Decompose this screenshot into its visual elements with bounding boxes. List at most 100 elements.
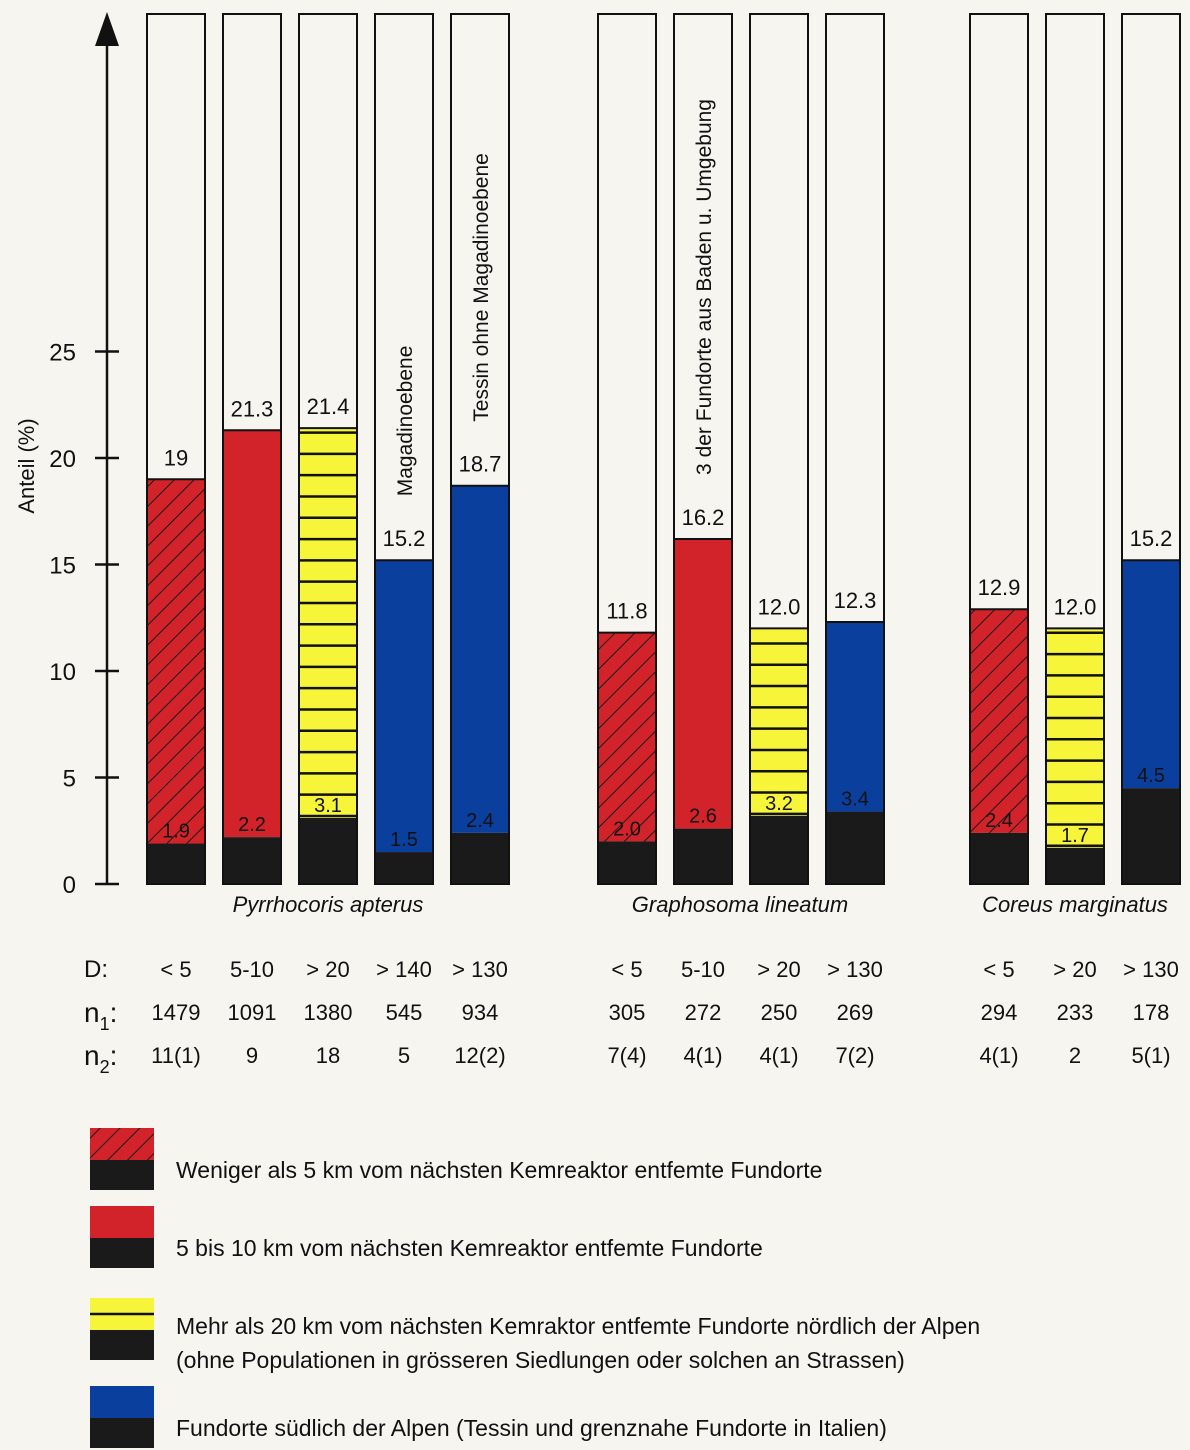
- n1-value: 294: [981, 1000, 1018, 1025]
- bar-dark-value-label: 3.1: [314, 795, 342, 817]
- bar-outline: [298, 13, 358, 885]
- y-tick-label: 5: [63, 766, 76, 793]
- bar-value-label: 21.4: [307, 394, 350, 419]
- category-label: > 130: [1123, 957, 1179, 982]
- n1-value: 250: [761, 1000, 798, 1025]
- bar-hatch: [970, 609, 1028, 833]
- bar-dark-base: [826, 811, 884, 884]
- legend-item-hatched-red: Weniger als 5 km vom nächsten Kemreaktor…: [90, 1128, 822, 1190]
- legend-item-blue: Fundorte südlich der Alpen (Tessin und g…: [90, 1386, 887, 1448]
- y-tick-label: 15: [49, 553, 76, 580]
- bar-fill: [223, 430, 281, 838]
- legend-swatch-base: [90, 1160, 154, 1190]
- legend-swatch-base: [90, 1238, 154, 1268]
- bar-pyrrhocoris-4: 18.7 2.4 Tessin ohne Magadinoebene: [450, 13, 510, 885]
- n2-value: 7(4): [607, 1043, 646, 1068]
- bar-fill: [1122, 560, 1180, 789]
- n2-value: 2: [1069, 1043, 1081, 1068]
- bar-value-label: 19: [164, 445, 188, 470]
- bar-annotation: Magadinoebene: [394, 346, 417, 497]
- category-label: < 5: [160, 957, 191, 982]
- bar-dark-value-label: 2.2: [238, 814, 266, 836]
- bar-outline: [673, 13, 733, 885]
- bar-dark-value-label: 1.5: [390, 829, 418, 851]
- bar-outline: [825, 13, 885, 885]
- bar-dark-base: [970, 832, 1028, 884]
- bar-value-label: 15.2: [383, 526, 426, 551]
- bar-outline: [146, 13, 206, 885]
- bar-value-label: 12.3: [834, 588, 877, 613]
- n2-value: 12(2): [454, 1043, 505, 1068]
- legend-item-yellow: Mehr als 20 km vom nächsten Kemraktor en…: [90, 1298, 980, 1373]
- bar-dark-base: [375, 852, 433, 884]
- legend-text: Fundorte südlich der Alpen (Tessin und g…: [176, 1415, 887, 1441]
- legend-swatch: [90, 1206, 154, 1238]
- bar-dark-value-label: 2.4: [985, 810, 1013, 832]
- n2-value: 18: [316, 1043, 340, 1068]
- category-label: > 130: [827, 957, 883, 982]
- legend-swatch-base: [90, 1418, 154, 1448]
- bar-graphosoma-3: 12.3 3.4: [825, 13, 885, 885]
- bar-fill: [674, 538, 732, 829]
- n1-value: 1091: [228, 1000, 277, 1025]
- y-tick-label: 0: [63, 872, 76, 899]
- n1-value: 269: [837, 1000, 874, 1025]
- bar-value-label: 18.7: [459, 452, 502, 477]
- y-tick-label: 25: [49, 340, 76, 367]
- bar-coreus-0: 12.9 2.4: [969, 13, 1029, 885]
- bar-outline: [1045, 13, 1105, 885]
- n2-value: 5(1): [1131, 1043, 1170, 1068]
- y-tick-label: 10: [49, 659, 76, 686]
- species-label: Graphosoma lineatum: [632, 892, 848, 917]
- category-label: 5-10: [681, 957, 725, 982]
- bar-dark-base: [299, 817, 357, 884]
- bar-hatch: [147, 479, 205, 844]
- legend-item-red: 5 bis 10 km vom nächsten Kemreaktor entf…: [90, 1206, 763, 1268]
- n1-value: 233: [1057, 1000, 1094, 1025]
- bar-dark-base: [750, 815, 808, 884]
- bar-value-label: 12.9: [978, 575, 1021, 600]
- bar-dark-base: [1122, 788, 1180, 884]
- bar-dark-value-label: 4.5: [1137, 765, 1165, 787]
- n2-value: 4(1): [979, 1043, 1018, 1068]
- bar-dark-base: [223, 837, 281, 884]
- bar-outline: [450, 13, 510, 885]
- bar-outline: [749, 13, 809, 885]
- bar-annotation: Tessin ohne Magadinoebene: [470, 153, 493, 422]
- bar-fill: [451, 485, 509, 833]
- y-tick-label: 20: [49, 446, 76, 473]
- bar-graphosoma-2: 12.0 3.2: [749, 13, 809, 885]
- bar-dark-value-label: 2.4: [466, 810, 494, 832]
- bar-pyrrhocoris-3: 15.2 1.5 Magadinoebene: [374, 13, 434, 885]
- bar-dark-value-label: 3.2: [765, 793, 793, 815]
- bar-pyrrhocoris-1: 21.3 2.2: [222, 13, 282, 885]
- bar-pyrrhocoris-0: 191.9: [146, 13, 206, 885]
- legend-text: (ohne Populationen in grösseren Siedlung…: [176, 1347, 905, 1373]
- bar-graphosoma-0: 11.8 2.0: [597, 13, 657, 885]
- n1-value: 545: [386, 1000, 423, 1025]
- n1-value: 305: [609, 1000, 646, 1025]
- legend-swatch: [90, 1386, 154, 1418]
- bar-hatch: [598, 632, 656, 842]
- bar-coreus-1: 12.0 1.7: [1045, 13, 1105, 885]
- n1-value: 178: [1133, 1000, 1170, 1025]
- n2-value: 11(1): [151, 1043, 201, 1068]
- bar-dark-base: [451, 832, 509, 884]
- n2-value: 5: [398, 1043, 410, 1068]
- y-axis-arrow-icon: [95, 12, 119, 46]
- bar-value-label: 15.2: [1130, 526, 1173, 551]
- category-label: > 20: [306, 957, 349, 982]
- bar-fill: [375, 560, 433, 853]
- bar-value-label: 16.2: [682, 505, 725, 530]
- y-axis: Anteil (%): [14, 12, 119, 884]
- bar-dark-base: [674, 828, 732, 884]
- row-label-n2: n2:: [84, 1040, 117, 1077]
- species-label: Coreus marginatus: [982, 892, 1168, 917]
- bar-outline: [597, 13, 657, 885]
- bar-dark-value-label: 1.7: [1061, 825, 1089, 847]
- legend-text: Mehr als 20 km vom nächsten Kemraktor en…: [176, 1313, 980, 1339]
- bar-graphosoma-1: 16.2 2.6 3 der Fundorte aus Baden u. Umgeb…: [673, 13, 733, 885]
- bar-value-label: 11.8: [606, 599, 647, 624]
- bar-outline: [969, 13, 1029, 885]
